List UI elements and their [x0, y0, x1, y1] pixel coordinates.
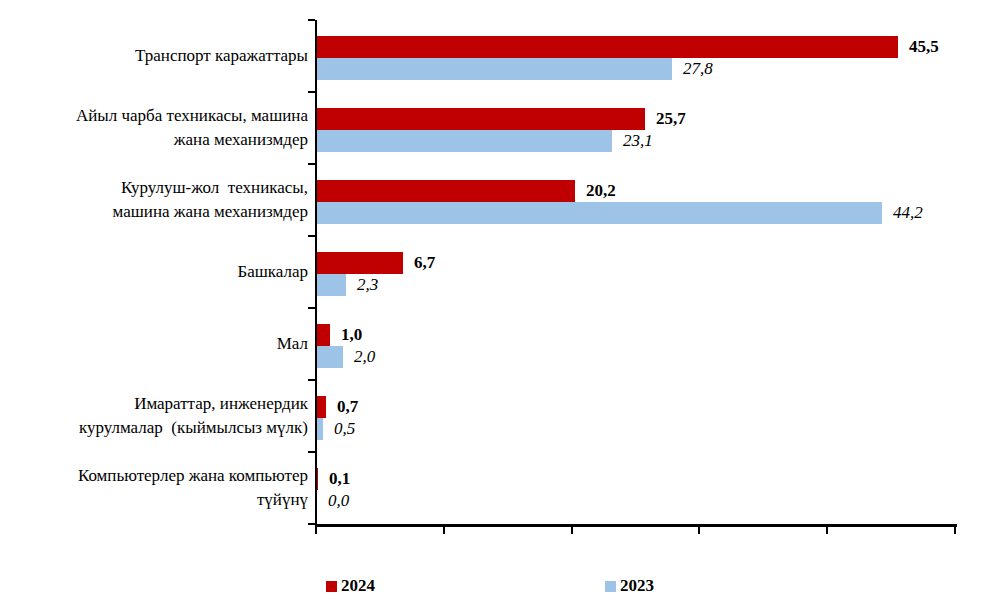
value-label-2024: 45,5: [909, 37, 939, 57]
x-axis-tick: [698, 526, 700, 534]
x-axis-tick: [443, 526, 445, 534]
category-label-line: Башкалар: [0, 260, 308, 284]
x-axis-tick: [826, 526, 828, 534]
category-label-line: Курулуш-жол техникасы,: [0, 176, 308, 200]
category-label-line: Компьютерлер жана компьютер: [0, 464, 308, 488]
y-axis-tick: [308, 19, 315, 21]
bar-2024: [317, 252, 403, 274]
value-label-2023: 23,1: [623, 131, 653, 151]
value-label-2023: 27,8: [683, 59, 713, 79]
value-label-2024: 0,1: [329, 469, 350, 489]
category-label-line: курулмалар (кыймылсыз мүлк): [0, 416, 308, 440]
value-label-2024: 6,7: [414, 253, 435, 273]
category-label-line: жана механизмдер: [0, 128, 308, 152]
category-label: Башкалар: [0, 260, 308, 284]
x-axis-tick: [315, 526, 317, 534]
bar-2024: [317, 108, 645, 130]
value-label-2024: 0,7: [337, 397, 358, 417]
category-label-line: түйүнү: [0, 488, 308, 512]
bar-2023: [317, 202, 882, 224]
value-label-2024: 20,2: [586, 181, 616, 201]
x-axis-tick: [954, 526, 956, 534]
legend-swatch-icon: [326, 581, 337, 592]
legend-item-2023: 2023: [605, 577, 654, 595]
category-label-line: Транспорт каражаттары: [0, 44, 308, 68]
bar-chart: Транспорт каражаттары 45,5 27,8 Айыл чарба …: [0, 0, 995, 612]
value-label-2023: 2,0: [354, 347, 375, 367]
bar-2024: [317, 396, 326, 418]
category-label: Айыл чарба техникасы, машинажана механиз…: [0, 104, 308, 152]
category-label-line: Имараттар, инженердик: [0, 392, 308, 416]
legend-swatch-icon: [605, 581, 616, 592]
bar-2024: [317, 36, 898, 58]
value-label-2023: 0,0: [328, 491, 349, 511]
category-label: Транспорт каражаттары: [0, 44, 308, 68]
y-axis-tick: [308, 523, 315, 525]
y-axis-tick: [308, 91, 315, 93]
legend-label: 2023: [620, 577, 654, 595]
bar-2023: [317, 418, 323, 440]
bar-2024: [317, 180, 575, 202]
bar-2024: [317, 324, 330, 346]
bar-2023: [317, 58, 672, 80]
bar-2023: [317, 346, 343, 368]
x-axis-tick: [571, 526, 573, 534]
category-label-line: машина жана механизмдер: [0, 200, 308, 224]
bar-2023: [317, 130, 612, 152]
x-axis-line: [315, 524, 957, 527]
value-label-2023: 44,2: [893, 203, 923, 223]
value-label-2024: 25,7: [656, 109, 686, 129]
legend-item-2024: 2024: [326, 577, 375, 595]
y-axis-tick: [308, 379, 315, 381]
y-axis-tick: [308, 307, 315, 309]
category-label: Имараттар, инженердиккурулмалар (кыймылс…: [0, 392, 308, 440]
category-label: Курулуш-жол техникасы,машина жана механи…: [0, 176, 308, 224]
bar-2023: [317, 274, 346, 296]
category-label: Мал: [0, 332, 308, 356]
value-label-2023: 0,5: [334, 419, 355, 439]
category-label: Компьютерлер жана компьютертүйүнү: [0, 464, 308, 512]
category-label-line: Айыл чарба техникасы, машина: [0, 104, 308, 128]
y-axis-tick: [308, 451, 315, 453]
bar-2024: [317, 468, 318, 490]
y-axis-tick: [308, 163, 315, 165]
value-label-2023: 2,3: [357, 275, 378, 295]
value-label-2024: 1,0: [341, 325, 362, 345]
legend-label: 2024: [341, 577, 375, 595]
y-axis-tick: [308, 235, 315, 237]
category-label-line: Мал: [0, 332, 308, 356]
